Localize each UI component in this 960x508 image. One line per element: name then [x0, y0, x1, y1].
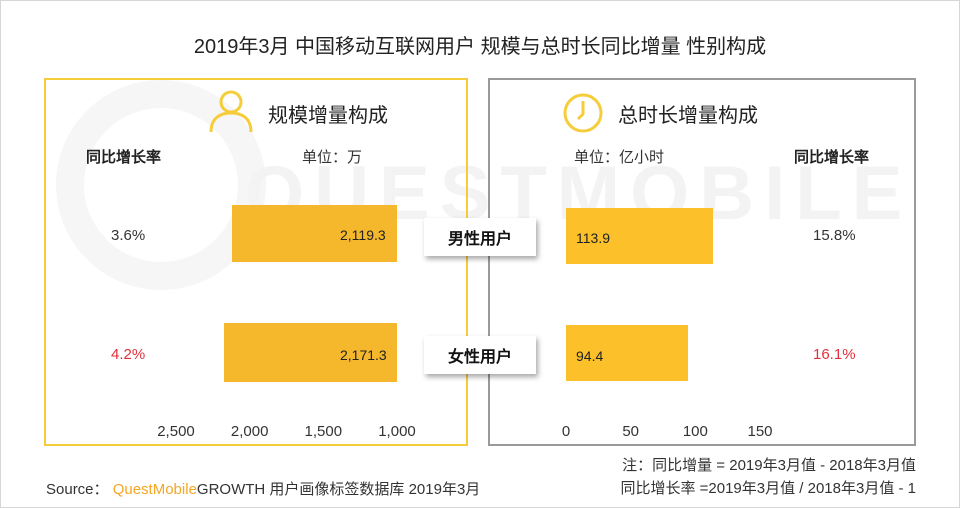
left-bar-female [224, 323, 397, 382]
left-rate-header: 同比增长率 [86, 149, 162, 166]
left-bar-female-value: 2,171.3 [340, 347, 387, 363]
right-panel-heading: 总时长增量构成 [618, 105, 758, 127]
right-axis-tick: 50 [622, 423, 639, 440]
right-rate-female: 16.1% [813, 346, 856, 363]
left-unit-label: 单位：万 [302, 149, 363, 166]
left-axis-tick: 2,500 [157, 423, 195, 440]
right-axis-tick: 100 [682, 423, 708, 440]
note-growth-rate: 同比增长率 =2019年3月值 / 2018年3月值 - 1 [620, 480, 916, 497]
source-prefix: Source： [46, 481, 109, 498]
left-rate-female: 4.2% [111, 346, 146, 363]
category-label-male: 男性用户 [424, 218, 536, 256]
left-panel [44, 78, 468, 446]
user-icon [209, 90, 253, 133]
note-increment: 注：同比增量 = 2019年3月值 - 2018年3月值 [622, 457, 916, 474]
right-bar-female-value: 94.4 [576, 348, 604, 364]
clock-icon [563, 93, 603, 133]
right-bar-female [566, 325, 689, 381]
right-axis-tick: 0 [561, 423, 571, 440]
right-bar-male-value: 113.9 [576, 230, 610, 246]
right-bar-male [566, 208, 714, 264]
left-bar-male-value: 2,119.3 [340, 227, 386, 243]
category-label-female: 女性用户 [424, 336, 536, 374]
right-unit-label: 单位：亿小时 [574, 149, 665, 166]
left-axis-tick: 2,000 [230, 423, 269, 440]
left-axis-tick: 1,500 [304, 423, 343, 440]
left-panel-heading: 规模增量构成 [268, 105, 388, 127]
left-rate-male: 3.6% [111, 227, 146, 244]
left-axis-tick: 1,000 [378, 423, 416, 440]
right-rate-male: 15.8% [813, 227, 856, 244]
chart-title: 2019年3月 中国移动互联网用户 规模与总时长同比增量 性别构成 [193, 36, 767, 58]
left-bar-male [232, 205, 397, 262]
source-rest: GROWTH 用户画像标签数据库 2019年3月 [196, 481, 481, 498]
right-axis-tick: 150 [747, 423, 773, 440]
right-panel [488, 78, 916, 446]
brand-name: QuestMobile [112, 481, 197, 498]
source-line: Source： QuestMobileGROWTH 用户画像标签数据库 2019… [46, 478, 480, 499]
right-rate-header: 同比增长率 [794, 149, 870, 166]
